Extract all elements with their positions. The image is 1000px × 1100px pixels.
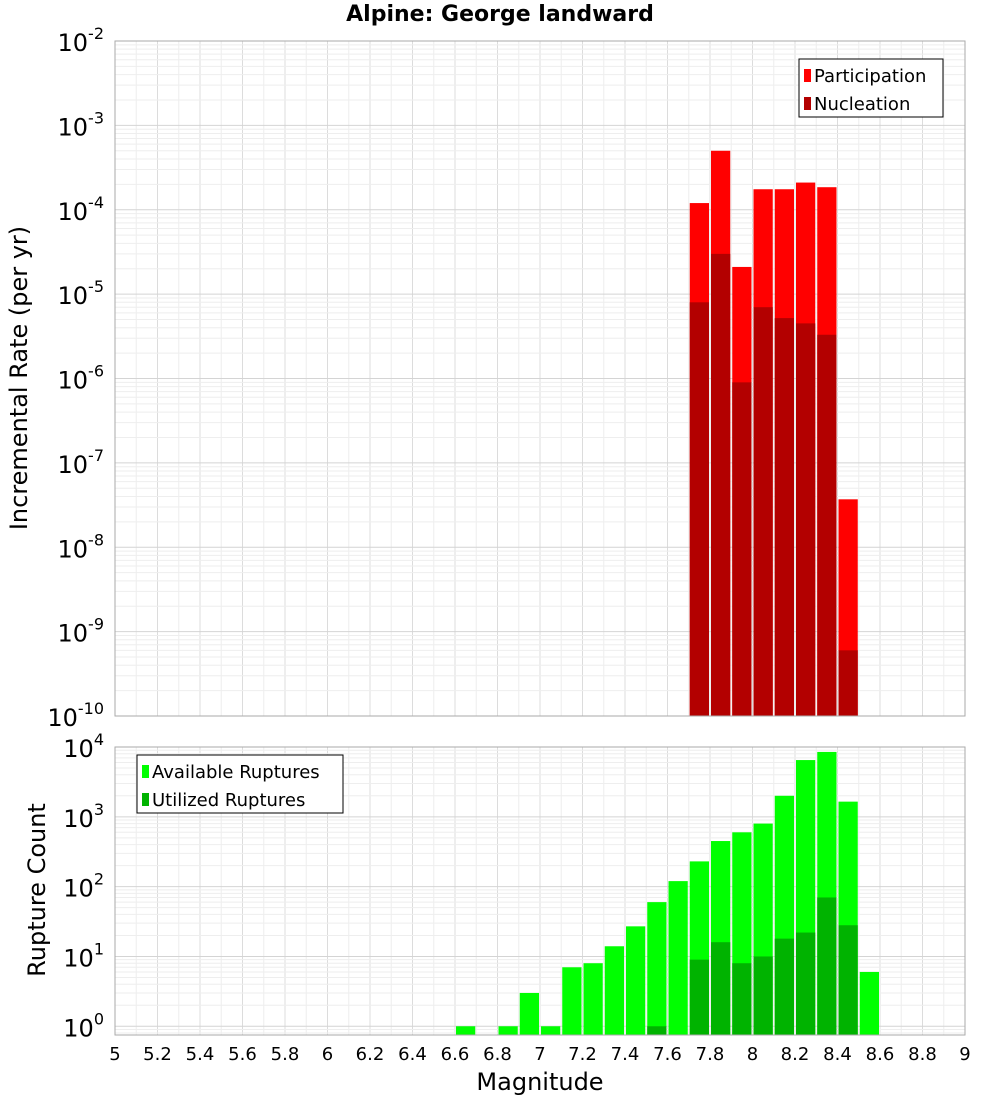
x-tick-label: 7.8 <box>696 1044 725 1065</box>
x-tick-label: 5.4 <box>186 1044 215 1065</box>
x-tick-label: 7.2 <box>568 1044 597 1065</box>
x-axis-label: Magnitude <box>476 1068 603 1096</box>
x-tick-label: 5.2 <box>143 1044 172 1065</box>
x-tick-label: 5.8 <box>271 1044 300 1065</box>
y-tick-label: 10-8 <box>58 530 105 563</box>
count-bar-a <box>519 992 539 1035</box>
chart-title: Alpine: George landward <box>346 2 654 27</box>
rate-bar-b <box>817 334 837 716</box>
bottom-plot-frame <box>114 746 966 1036</box>
legend-label: Nucleation <box>814 94 910 115</box>
y-tick-label: 10-9 <box>58 615 105 648</box>
x-tick-label: 8.4 <box>823 1044 852 1065</box>
legend-swatch <box>142 765 149 778</box>
rate-bar-b <box>689 302 709 716</box>
x-tick-label: 8 <box>747 1044 758 1065</box>
rate-bar-b <box>796 323 816 716</box>
y-tick-label: 10-4 <box>58 193 105 226</box>
y-tick-label: 104 <box>63 730 104 763</box>
y-tick-label: 10-6 <box>58 362 105 395</box>
x-tick-label: 6.4 <box>398 1044 427 1065</box>
legend-swatch <box>804 69 811 82</box>
top-plot-frame <box>114 40 966 717</box>
count-bar-a <box>626 926 646 1035</box>
top-gridlines <box>114 41 966 717</box>
count-bar-a <box>541 1026 561 1035</box>
count-bar-b <box>732 963 752 1035</box>
count-bar-a <box>647 902 667 1035</box>
y-tick-label: 10-7 <box>58 446 105 479</box>
rate-bar-b <box>774 318 794 716</box>
count-bar-a <box>583 963 603 1035</box>
legend-label: Available Ruptures <box>152 762 320 783</box>
bottom-y-axis-label: Rupture Count <box>23 803 51 977</box>
x-tick-label: 8.8 <box>908 1044 937 1065</box>
y-tick-label: 10-10 <box>47 699 104 732</box>
top-y-axis-label: Incremental Rate (per yr) <box>5 226 33 530</box>
y-tick-label: 10-5 <box>58 277 105 310</box>
count-bar-b <box>774 938 794 1035</box>
y-tick-label: 10-2 <box>58 24 105 57</box>
x-tick-label: 9 <box>959 1044 970 1065</box>
y-tick-label: 100 <box>63 1009 104 1042</box>
legend-swatch <box>142 793 149 806</box>
top-legend: Participation Nucleation <box>798 58 944 118</box>
count-bar-a <box>562 967 582 1035</box>
x-tick-label: 7.4 <box>611 1044 640 1065</box>
x-tick-label: 5.6 <box>228 1044 257 1065</box>
rate-bar-b <box>753 307 773 716</box>
x-tick-label: 6.8 <box>483 1044 512 1065</box>
x-tick-label: 7.6 <box>653 1044 682 1065</box>
count-bar-b <box>838 925 858 1035</box>
bottom-y-tick-labels: 104 103 102 101 100 <box>63 730 104 1042</box>
legend-label: Utilized Ruptures <box>152 790 305 811</box>
top-bars <box>689 150 858 717</box>
y-tick-label: 101 <box>63 939 104 972</box>
y-tick-label: 103 <box>63 800 104 833</box>
y-tick-label: 102 <box>63 870 104 903</box>
x-tick-label: 6.2 <box>356 1044 385 1065</box>
count-bar-a <box>456 1026 476 1035</box>
legend-box <box>798 58 944 118</box>
count-bar-b <box>817 897 837 1035</box>
count-bar-b <box>689 959 709 1035</box>
bottom-bars <box>456 751 879 1035</box>
bottom-legend: Available Ruptures Utilized Ruptures <box>136 754 344 814</box>
x-tick-labels: 5 5.2 5.4 5.6 5.8 6 6.2 6.4 6.6 6.8 7 7.2 7.4 7.6 7.8 8… <box>109 1044 970 1065</box>
count-bar-b <box>753 956 773 1035</box>
legend-label: Participation <box>814 66 926 87</box>
count-bar-a <box>668 881 688 1035</box>
x-tick-label: 5 <box>109 1044 120 1065</box>
legend-box <box>136 754 344 814</box>
rate-bar-b <box>711 253 731 716</box>
top-y-tick-labels: 10-2 10-3 10-4 10-5 10-6 10-7 10-8 10-9 10-10 <box>47 24 104 732</box>
count-bar-a <box>604 946 624 1035</box>
rate-bar-b <box>838 650 858 716</box>
x-tick-label: 6.6 <box>441 1044 470 1065</box>
rate-bar-b <box>732 382 752 716</box>
count-bar-b <box>796 932 816 1035</box>
count-bar-b <box>647 1026 667 1035</box>
count-bar-a <box>859 971 879 1035</box>
y-tick-label: 10-3 <box>58 108 105 141</box>
x-tick-label: 8.2 <box>781 1044 810 1065</box>
legend-swatch <box>804 97 811 110</box>
count-bar-b <box>711 942 731 1035</box>
x-tick-label: 6 <box>322 1044 333 1065</box>
count-bar-a <box>498 1026 518 1035</box>
x-tick-label: 8.6 <box>866 1044 895 1065</box>
x-tick-label: 7 <box>534 1044 545 1065</box>
